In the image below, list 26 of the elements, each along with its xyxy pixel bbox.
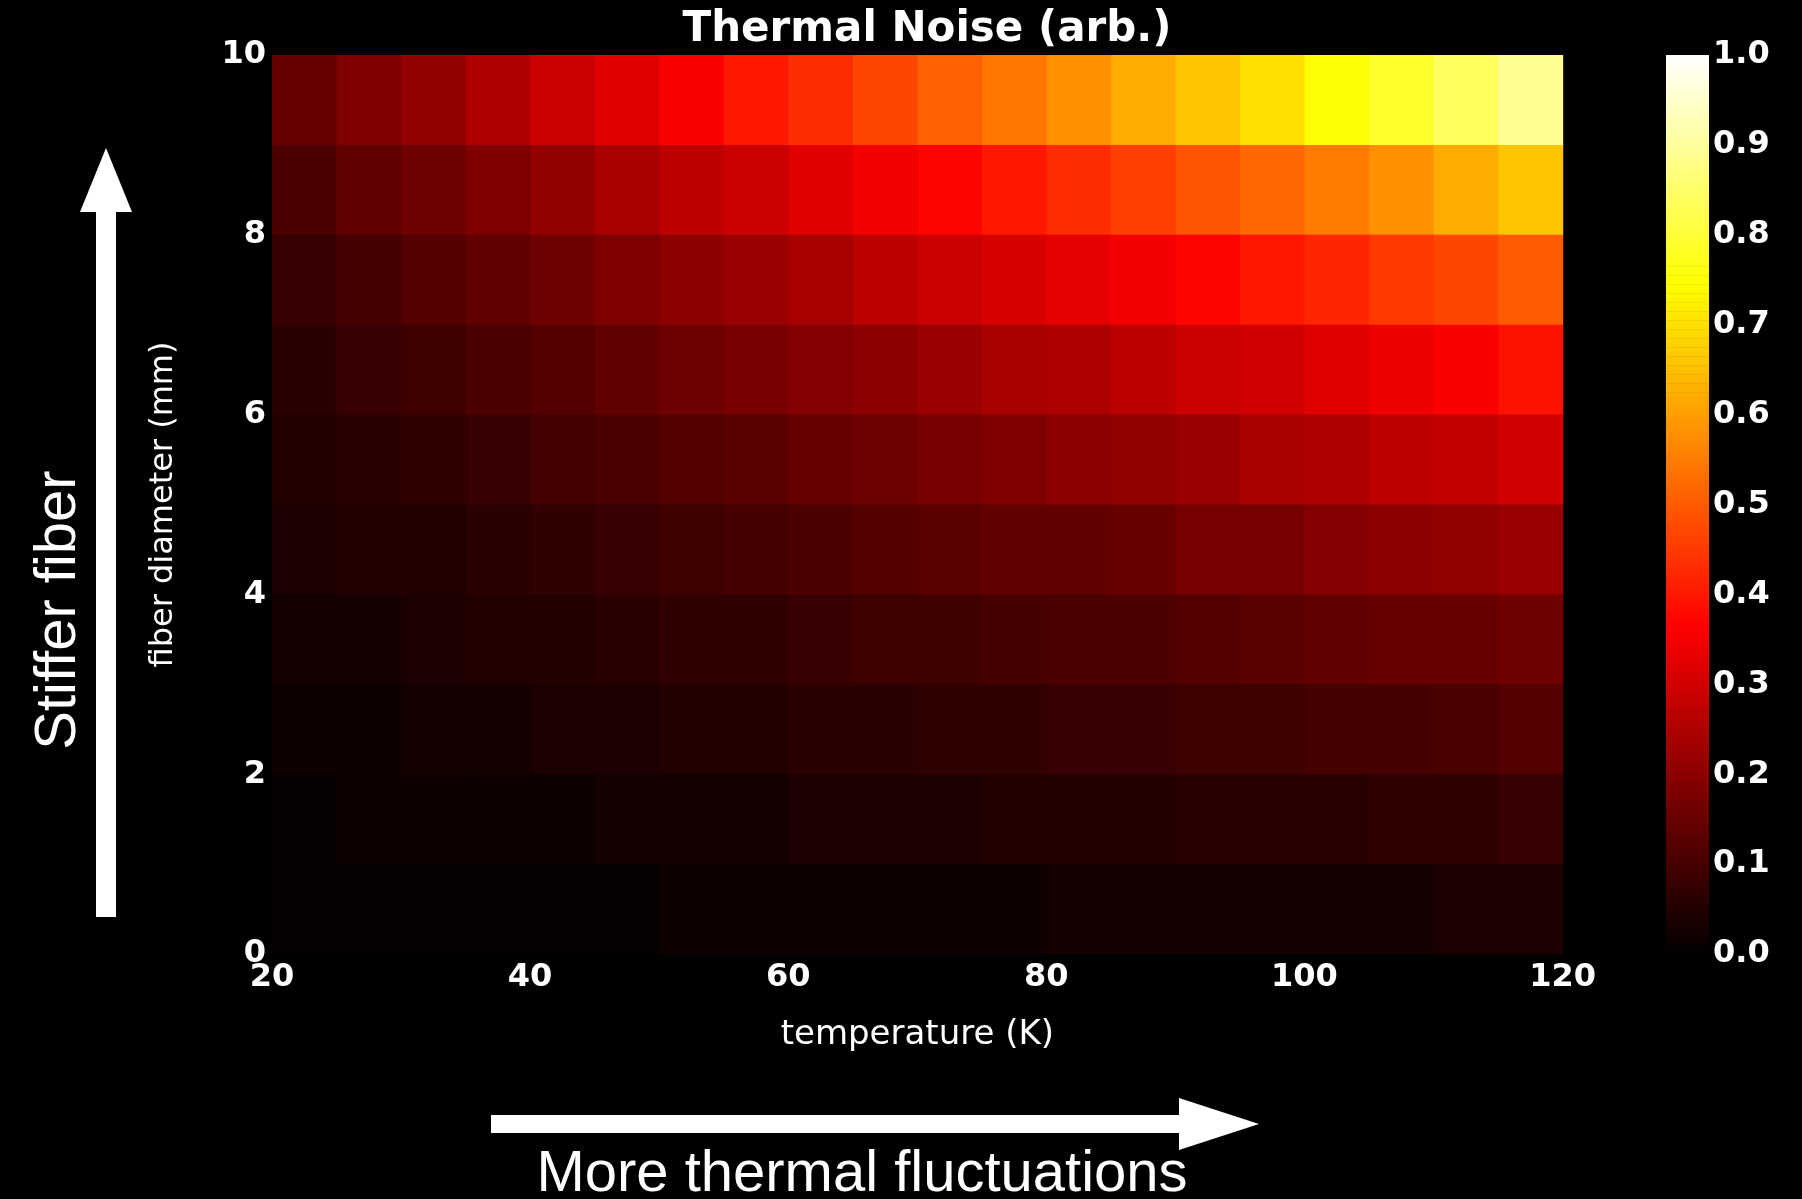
x-tick-label: 40 [507, 955, 553, 994]
chart-title: Thermal Noise (arb.) [681, 2, 1173, 51]
y-axis-title: fiber diameter (mm) [141, 341, 180, 668]
color-bar-label: 1.0 [1713, 33, 1770, 72]
color-bar-label: 0.7 [1713, 303, 1770, 342]
color-bar-label: 0.9 [1713, 123, 1770, 162]
x-axis-title: temperature (K) [780, 1012, 1054, 1053]
color-bar-label: 0.1 [1713, 842, 1770, 881]
x-tick-label: 60 [765, 955, 811, 994]
y-tick-label: 8 [243, 213, 266, 252]
text: Stiffer fiber [20, 470, 88, 750]
color-bar-label: 0.4 [1713, 572, 1770, 611]
y-tick-label: 2 [243, 752, 266, 791]
x-tick-label: 80 [1024, 955, 1069, 994]
y-tick-label: 10 [221, 33, 266, 72]
color-bar-label: 0.8 [1713, 213, 1770, 252]
x-tick-label: 120 [1529, 955, 1596, 994]
x-tick-label: 100 [1271, 955, 1338, 994]
color-bar-label: 0.2 [1713, 752, 1770, 791]
color-bar-label: 0.5 [1713, 482, 1770, 521]
text: More thermal fluctuations [536, 1136, 1188, 1199]
y-tick-label: 6 [243, 392, 266, 431]
y-tick-label: 4 [243, 572, 266, 611]
color-bar-label: 0.6 [1713, 392, 1770, 431]
color-bar-label: 0.0 [1713, 932, 1770, 971]
color-bar-label: 0.3 [1713, 662, 1770, 701]
